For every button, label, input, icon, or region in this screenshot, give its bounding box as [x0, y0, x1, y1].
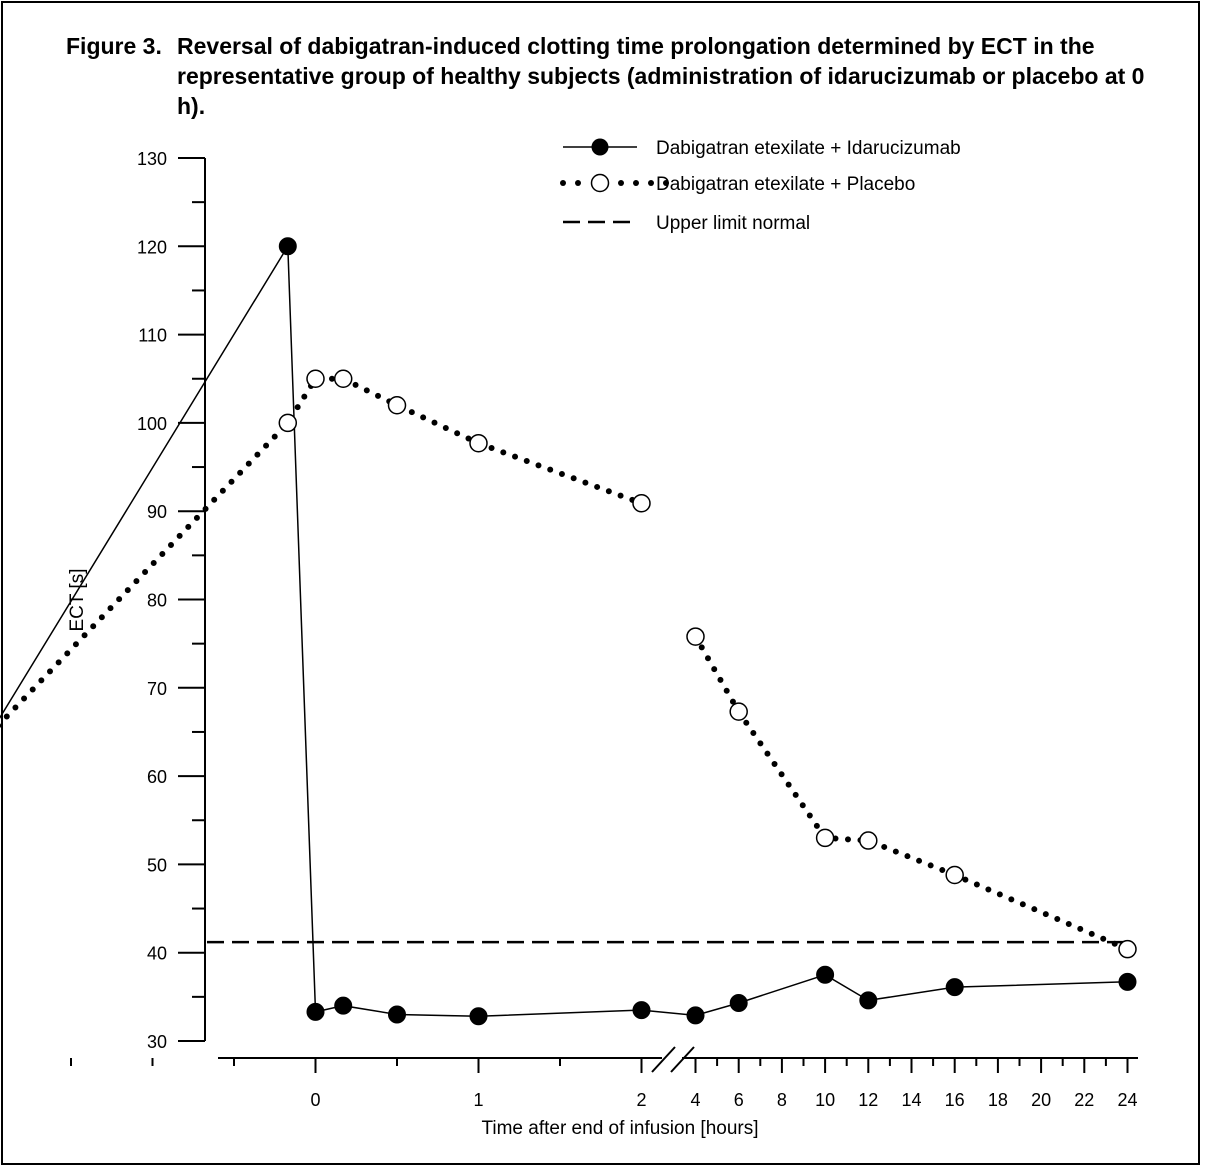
- placebo-point: [387, 395, 407, 415]
- placebo-line: [0, 375, 645, 728]
- idarucizumab-point: [859, 991, 878, 1010]
- idarucizumab-point: [388, 1005, 406, 1024]
- legend-placebo-label: Dabigatran etexilate + Placebo: [656, 174, 915, 195]
- series-markers: [278, 237, 1137, 1026]
- placebo-point: [1118, 939, 1137, 959]
- figure-label: Figure 3.: [66, 33, 162, 59]
- x-tick-label: 18: [988, 1090, 1008, 1110]
- series-lines: [0, 243, 1131, 1018]
- placebo-point: [278, 413, 298, 433]
- x-tick-label: 20: [1031, 1090, 1051, 1110]
- placebo-point: [815, 828, 835, 848]
- legend-placebo-dot: [663, 180, 669, 186]
- idarucizumab-point: [469, 1007, 488, 1026]
- idarucizumab-point: [306, 1002, 325, 1021]
- y-tick-label: 60: [147, 767, 167, 787]
- legend: Dabigatran etexilate + Idarucizumab Dabig…: [560, 138, 961, 234]
- y-tick-label: 80: [147, 591, 167, 611]
- y-axis-label: ECT [s]: [67, 569, 88, 632]
- y-tick-label: 100: [137, 414, 167, 434]
- x-tick-label: 6: [734, 1090, 744, 1110]
- placebo-point: [333, 369, 353, 388]
- idarucizumab-point: [729, 994, 748, 1013]
- x-tick-label: 4: [690, 1090, 700, 1110]
- y-tick-label: 40: [147, 944, 167, 964]
- legend-placebo-dot: [648, 180, 654, 186]
- idarucizumab-line: [0, 243, 1128, 1018]
- placebo-point: [686, 627, 705, 646]
- axis-break-mark: [651, 1046, 676, 1073]
- legend-upper-limit-label: Upper limit normal: [656, 213, 810, 234]
- x-tick-label: 16: [945, 1090, 965, 1110]
- legend-idarucizumab-marker: [591, 138, 609, 156]
- idarucizumab-point: [632, 1001, 651, 1020]
- placebo-point: [632, 494, 651, 513]
- legend-placebo-dot: [560, 180, 566, 186]
- x-tick-label: 10: [815, 1090, 835, 1110]
- legend-idarucizumab-label: Dabigatran etexilate + Idarucizumab: [656, 138, 961, 159]
- y-tick-label: 50: [147, 855, 167, 875]
- idarucizumab-point: [334, 996, 353, 1015]
- legend-placebo-dot: [633, 180, 639, 186]
- x-tick-label: 22: [1074, 1090, 1094, 1110]
- legend-placebo-dot: [575, 180, 581, 186]
- idarucizumab-point: [686, 1006, 705, 1025]
- y-tick-label: 30: [147, 1032, 167, 1052]
- x-tick-label: 2: [636, 1090, 646, 1110]
- x-tick-label: 14: [901, 1090, 921, 1110]
- axis-break-mark: [670, 1046, 695, 1073]
- x-axis-label: Time after end of infusion [hours]: [481, 1118, 758, 1139]
- placebo-point: [306, 369, 325, 388]
- placebo-point: [729, 702, 748, 721]
- placebo-point: [859, 831, 878, 850]
- x-tick-label: 12: [858, 1090, 878, 1110]
- y-tick-label: 130: [137, 149, 167, 169]
- placebo-point: [945, 865, 964, 885]
- placebo-line: [692, 633, 1131, 953]
- y-tick-label: 110: [138, 326, 167, 346]
- x-tick-label: 0: [310, 1090, 320, 1110]
- placebo-point: [469, 433, 488, 453]
- legend-placebo-marker: [590, 173, 610, 193]
- x-tick-label: 1: [473, 1090, 483, 1110]
- y-tick-label: 120: [137, 237, 167, 257]
- figure-caption-text: Reversal of dabigatran-induced clotting …: [177, 33, 1145, 119]
- y-tick-label: 70: [147, 679, 167, 699]
- y-tick-label: 90: [147, 502, 167, 522]
- x-tick-label: 24: [1117, 1090, 1137, 1110]
- legend-placebo-dot: [618, 180, 624, 186]
- idarucizumab-point: [945, 978, 964, 997]
- idarucizumab-point: [816, 965, 835, 984]
- idarucizumab-point: [278, 237, 297, 256]
- x-tick-label: 8: [777, 1090, 787, 1110]
- idarucizumab-point: [1118, 972, 1137, 991]
